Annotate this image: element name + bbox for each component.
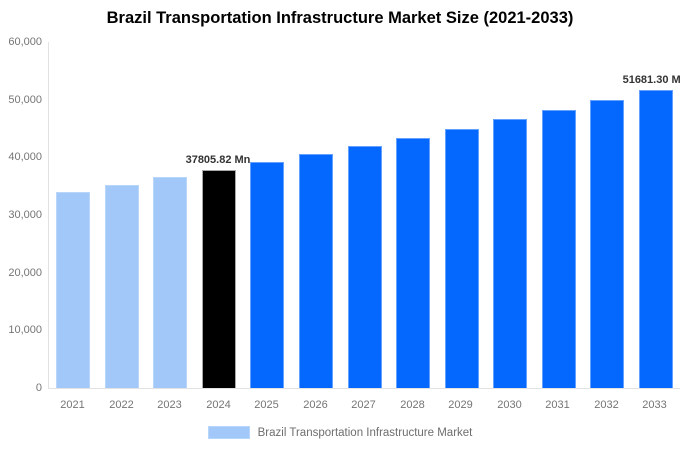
legend-swatch xyxy=(207,426,250,439)
bar-value-label-2033: 51681.30 Mn xyxy=(622,74,680,86)
chart-title: Brazil Transportation Infrastructure Mar… xyxy=(106,9,574,27)
x-axis-tick-label: 2033 xyxy=(642,399,667,411)
x-axis-tick-label: 2030 xyxy=(497,399,522,411)
x-axis-tick-label: 2028 xyxy=(400,399,425,411)
y-axis-tick-label: 50,000 xyxy=(8,93,42,106)
x-axis-tick-label: 2032 xyxy=(594,399,619,411)
bar-2027[interactable] xyxy=(348,146,382,388)
y-axis-tick-label: 0 xyxy=(35,382,42,394)
y-axis-tick-label: 10,000 xyxy=(8,324,42,337)
x-axis-tick-label: 2024 xyxy=(206,399,231,411)
y-axis-tick-label: 20,000 xyxy=(8,266,42,279)
y-axis-tick-label: 30,000 xyxy=(8,209,42,221)
y-axis-tick-label: 60,000 xyxy=(8,36,42,48)
x-axis-tick-label: 2022 xyxy=(109,399,134,411)
bar-2025[interactable] xyxy=(250,162,284,388)
bar-value-label-2024: 37805.82 Mn xyxy=(185,154,251,166)
x-axis-tick-label: 2029 xyxy=(448,399,473,411)
x-axis-tick-label: 2027 xyxy=(351,399,376,411)
x-axis-tick-label: 2023 xyxy=(157,399,182,411)
bar-2026[interactable] xyxy=(299,154,333,388)
bar-2031[interactable] xyxy=(542,110,576,388)
bar-2030[interactable] xyxy=(493,119,527,388)
bar-2028[interactable] xyxy=(396,138,430,388)
bar-2024[interactable] xyxy=(202,170,236,388)
x-axis-tick-label: 2031 xyxy=(545,399,570,411)
bar-2029[interactable] xyxy=(445,129,479,388)
legend[interactable]: Brazil Transportation Infrastructure Mar… xyxy=(0,426,680,439)
x-axis-tick-label: 2026 xyxy=(303,399,328,411)
bar-2032[interactable] xyxy=(590,100,624,388)
bar-2033[interactable] xyxy=(639,90,673,388)
x-axis-tick-label: 2021 xyxy=(60,399,85,411)
bar-2021[interactable] xyxy=(56,192,90,388)
y-axis-tick-label: 40,000 xyxy=(8,151,42,164)
bar-2022[interactable] xyxy=(105,185,139,388)
bar-2023[interactable] xyxy=(153,177,187,388)
legend-label: Brazil Transportation Infrastructure Mar… xyxy=(257,426,473,439)
x-axis-tick-label: 2025 xyxy=(254,399,279,411)
plot-area xyxy=(48,42,680,389)
